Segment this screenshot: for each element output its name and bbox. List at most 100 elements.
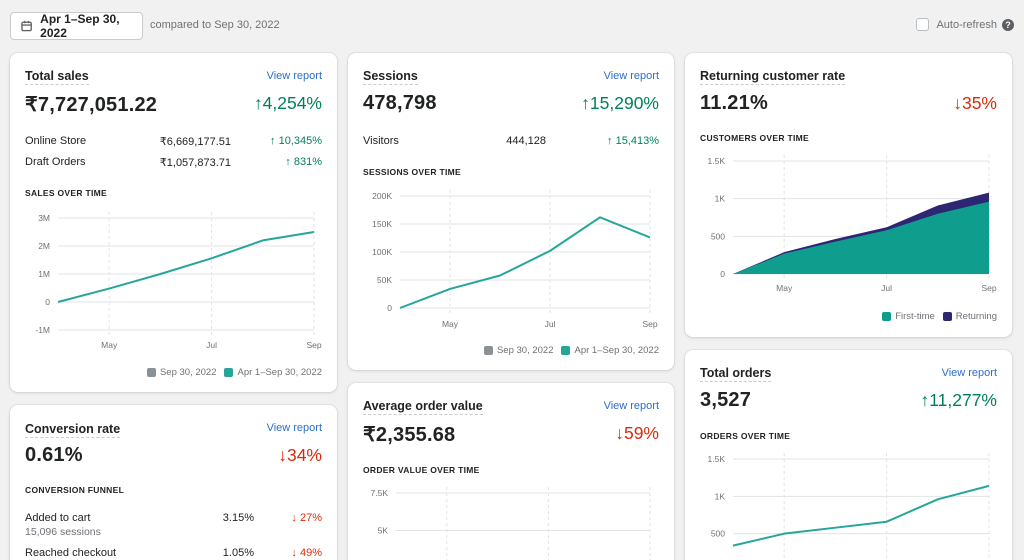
returning-customer-card: Returning customer rate 11.21% ↓35% CUST…: [685, 53, 1012, 337]
y-tick-label: 1M: [38, 269, 50, 279]
x-tick-label: May: [776, 283, 793, 293]
chart-label: SALES OVER TIME: [25, 188, 107, 198]
area-first-time: [733, 201, 989, 274]
sales-chart: 3M 2M 1M 0 -1M May Jul Sep: [35, 212, 322, 350]
x-tick-label: Sep: [981, 283, 996, 293]
x-tick-label: Jul: [545, 319, 556, 329]
legend-label: Apr 1–Sep 30, 2022: [574, 345, 659, 356]
card-title[interactable]: Total orders: [700, 366, 772, 382]
series-line: [732, 484, 990, 547]
row-change: ↑ 831%: [285, 156, 322, 168]
y-tick-label: 500: [711, 231, 725, 241]
x-tick-label: Jul: [206, 340, 217, 350]
row-label: Visitors: [363, 135, 399, 147]
average-order-value-card: Average order value View report ₹2,355.6…: [348, 383, 674, 560]
legend-label: First-time: [895, 311, 935, 322]
orders-chart: 1.5K 1K 500: [708, 453, 990, 560]
view-report-link[interactable]: View report: [603, 400, 659, 412]
y-tick-label: 1.5K: [708, 156, 726, 166]
y-tick-label: 0: [720, 269, 725, 279]
y-tick-label: 2M: [38, 241, 50, 251]
total-sales-value: ₹7,727,051.22: [25, 94, 158, 116]
legend-label: Returning: [955, 311, 997, 322]
view-report-link[interactable]: View report: [266, 422, 322, 434]
chart-label: SESSIONS OVER TIME: [363, 167, 461, 177]
series-line: [57, 231, 315, 303]
conversion-rate-value: 0.61%: [25, 444, 83, 466]
chart-label: ORDER VALUE OVER TIME: [363, 465, 480, 475]
chart-label: ORDERS OVER TIME: [700, 431, 791, 441]
y-tick-label: 1K: [715, 491, 726, 501]
sessions-value: 478,798: [363, 92, 437, 114]
view-report-link[interactable]: View report: [603, 70, 659, 82]
card-title[interactable]: Total sales: [25, 69, 89, 85]
aov-change: ↓59%: [615, 423, 659, 443]
order-value-chart: 7.5K 5K: [371, 487, 651, 560]
row-value: ₹1,057,873.71: [159, 157, 231, 169]
row-value: 1.05%: [222, 547, 254, 559]
sessions-chart: 200K 150K 100K 50K 0 May Jul Sep: [372, 190, 658, 329]
y-tick-label: 100K: [372, 247, 392, 257]
y-tick-label: -1M: [35, 325, 50, 335]
y-tick-label: 1.5K: [708, 454, 726, 464]
legend-item: Apr 1–Sep 30, 2022: [561, 345, 659, 356]
chart-label: CUSTOMERS OVER TIME: [700, 133, 809, 143]
series-line: [399, 216, 651, 309]
date-range-label: Apr 1–Sep 30, 2022: [40, 12, 120, 40]
breakdown-row: Draft Orders ₹1,057,873.71 ↑ 831%: [25, 156, 322, 170]
customers-chart: 1.5K 1K 500 0 May Jul Sep: [708, 155, 997, 293]
legend-item: First-time: [882, 311, 935, 322]
legend-item: Returning: [942, 311, 997, 322]
legend-label: Sep 30, 2022: [159, 367, 217, 378]
row-value: 444,128: [506, 135, 546, 147]
total-sales-change: ↑4,254%: [253, 93, 322, 113]
legend-swatch: [882, 312, 892, 321]
total-sales-card: Total sales View report ₹7,727,051.22 ↑4…: [10, 53, 337, 392]
card-title[interactable]: Conversion rate: [25, 422, 121, 438]
total-orders-card: Total orders View report 3,527 ↑11,277% …: [685, 350, 1012, 560]
y-tick-label: 3M: [38, 213, 50, 223]
y-tick-label: 1K: [715, 194, 726, 204]
comparison-text: compared to Sep 30, 2022: [150, 19, 280, 31]
legend-item: Sep 30, 2022: [483, 345, 554, 356]
y-tick-label: 7.5K: [371, 488, 389, 498]
legend-swatch: [483, 346, 493, 355]
legend-label: Sep 30, 2022: [496, 345, 554, 356]
funnel-row: Reached checkout 1.05% ↓ 49%: [25, 547, 322, 560]
total-orders-change: ↑11,277%: [920, 390, 997, 410]
sessions-card: Sessions View report 478,798 ↑15,290% Vi…: [348, 53, 674, 370]
help-icon[interactable]: ?: [1002, 18, 1014, 31]
funnel-row: Added to cart 15,096 sessions 3.15% ↓ 27…: [25, 512, 322, 538]
legend-item: Apr 1–Sep 30, 2022: [224, 367, 322, 378]
card-title[interactable]: Returning customer rate: [700, 69, 846, 85]
row-change: ↑ 10,345%: [270, 135, 322, 147]
legend-swatch: [146, 368, 156, 377]
returning-rate-value: 11.21%: [700, 92, 768, 114]
auto-refresh-checkbox[interactable]: [916, 18, 930, 31]
breakdown-row: Online Store ₹6,669,177.51 ↑ 10,345%: [25, 135, 322, 149]
x-tick-label: Jul: [881, 283, 892, 293]
chart-legend: First-time Returning: [874, 311, 997, 322]
total-orders-value: 3,527: [700, 389, 752, 411]
sessions-change: ↑15,290%: [581, 93, 659, 113]
breakdown-row: Visitors 444,128 ↑ 15,413%: [363, 135, 659, 149]
chart-legend: Sep 30, 2022 Apr 1–Sep 30, 2022: [476, 345, 659, 356]
card-title[interactable]: Average order value: [363, 399, 483, 415]
card-title[interactable]: Sessions: [363, 69, 418, 85]
x-tick-label: Sep: [306, 340, 321, 350]
conversion-rate-change: ↓34%: [278, 445, 322, 465]
y-tick-label: 0: [387, 303, 392, 313]
y-tick-label: 0: [45, 297, 50, 307]
legend-item: Sep 30, 2022: [146, 367, 217, 378]
legend-swatch: [942, 312, 952, 321]
date-range-button[interactable]: Apr 1–Sep 30, 2022: [10, 12, 143, 40]
row-change: ↓ 49%: [291, 547, 322, 559]
view-report-link[interactable]: View report: [266, 70, 322, 82]
view-report-link[interactable]: View report: [941, 367, 997, 379]
row-change: ↑ 15,413%: [607, 135, 659, 147]
y-tick-label: 5K: [378, 526, 389, 536]
row-value: 3.15%: [222, 512, 254, 524]
y-tick-label: 150K: [372, 219, 392, 229]
chart-legend: Sep 30, 2022 Apr 1–Sep 30, 2022: [139, 367, 322, 378]
y-tick-label: 500: [711, 529, 725, 539]
